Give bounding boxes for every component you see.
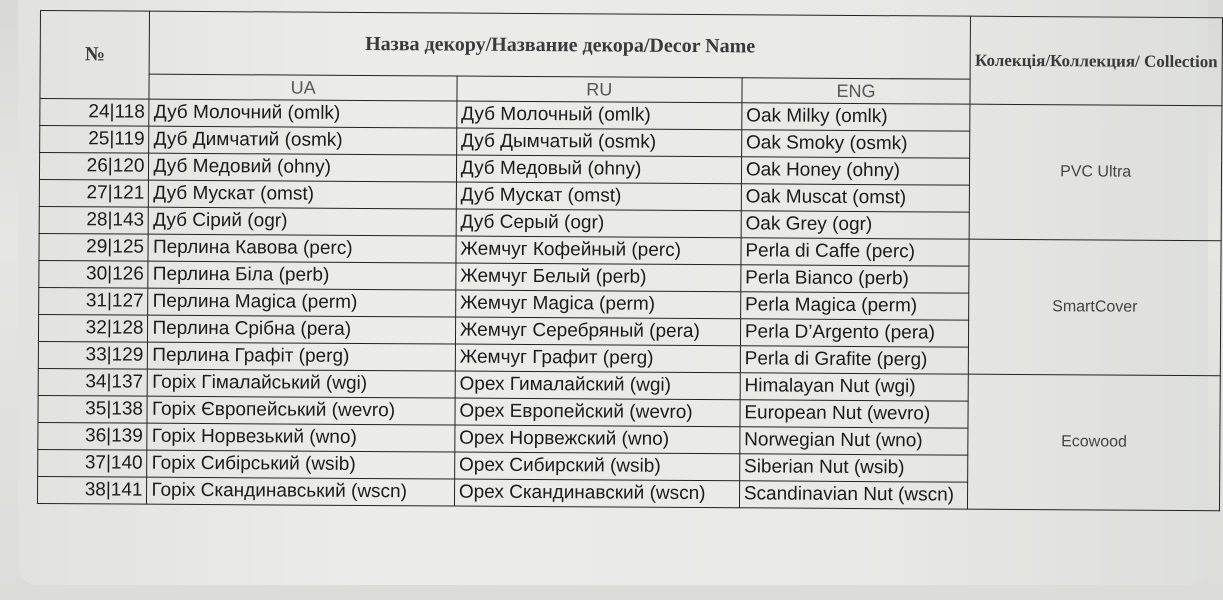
collection-header: Колекція/Коллекция/ Collection [970, 16, 1223, 106]
row-number: 38|141 [37, 476, 148, 505]
ua-name: Дуб Молочний (omlk) [149, 99, 457, 129]
eng-name: Perla di Caffe (perc) [740, 237, 970, 267]
collection-cell: SmartCover [968, 239, 1222, 376]
ua-name: Перлина Кавова (perc) [148, 234, 456, 264]
ru-name: Дуб Мускат (omst) [456, 182, 742, 211]
eng-name: Perla di Grafite (perg) [740, 345, 969, 375]
ua-name: Перлина Біла (perb) [148, 261, 456, 291]
row-number: 37|140 [37, 449, 148, 478]
eng-name: Oak Muscat (omst) [741, 183, 970, 213]
paper-sheet [18, 0, 1208, 585]
row-number: 32|128 [38, 314, 149, 343]
eng-name: Oak Grey (ogr) [740, 210, 970, 240]
ua-name: Перлина Magica (perm) [148, 288, 456, 318]
eng-name: Oak Milky (omlk) [741, 102, 971, 132]
row-number: 31|127 [38, 287, 149, 316]
row-number: 28|143 [39, 206, 149, 235]
row-number: 24|118 [39, 98, 150, 127]
ru-name: Дуб Серый (ogr) [455, 209, 742, 238]
ru-header: RU [456, 76, 742, 103]
row-number: 35|138 [37, 395, 148, 424]
row-number: 30|126 [38, 260, 149, 289]
eng-name: Himalayan Nut (wgi) [739, 372, 969, 402]
collection-cell: PVC Ultra [969, 104, 1222, 241]
row-number: 26|120 [39, 152, 150, 181]
eng-name: Oak Honey (ohny) [741, 156, 970, 186]
decor-table: № Назва декору/Название декора/Decor Nam… [37, 10, 1223, 511]
ru-name: Жемчуг Серебряный (pera) [455, 317, 741, 346]
ua-name: Перлина Срібна (pera) [147, 315, 456, 345]
row-number: 29|125 [38, 233, 149, 262]
ua-name: Дуб Димчатий (osmk) [149, 126, 457, 156]
ru-name: Жемчуг Белый (perb) [455, 263, 741, 292]
collection-cell: Ecowood [967, 374, 1221, 511]
ua-name: Горіх Європейський (wevro) [147, 396, 455, 426]
number-header: № [39, 10, 150, 100]
ua-name: Горіх Скандинавський (wscn) [146, 477, 455, 507]
ru-name: Жемчуг Magica (perm) [455, 290, 741, 319]
ua-name: Горіх Сибірський (wsib) [147, 450, 455, 480]
ru-name: Орех Скандинавский (wscn) [454, 479, 740, 508]
eng-name: Norwegian Nut (wno) [739, 426, 969, 456]
row-number: 34|137 [38, 368, 148, 397]
ru-name: Дуб Молочный (omlk) [456, 101, 742, 130]
eng-name: Scandinavian Nut (wscn) [739, 480, 968, 510]
eng-header: ENG [741, 77, 971, 105]
ua-name: Горіх Гімалайський (wgi) [147, 369, 456, 399]
ua-name: Дуб Медовий (ohny) [148, 153, 457, 183]
ru-name: Жемчуг Кофейный (perc) [455, 236, 741, 265]
eng-name: Oak Smoky (osmk) [741, 129, 971, 159]
eng-name: Perla Bianco (perb) [740, 264, 970, 294]
ru-name: Орех Гималайский (wgi) [454, 371, 741, 400]
ru-name: Дуб Дымчатый (osmk) [456, 128, 742, 157]
ru-name: Орех Норвежский (wno) [454, 425, 740, 454]
decor-name-header: Назва декору/Название декора/Decor Name [149, 11, 971, 80]
ua-name: Перлина Графіт (perg) [147, 342, 456, 372]
row-number: 33|129 [38, 341, 148, 370]
eng-name: European Nut (wevro) [739, 399, 969, 429]
eng-name: Perla Magica (perm) [740, 291, 970, 321]
eng-name: Siberian Nut (wsib) [739, 453, 969, 483]
eng-name: Perla D’Argento (pera) [740, 318, 969, 348]
row-number: 25|119 [39, 125, 150, 154]
ua-name: Дуб Мускат (omst) [148, 180, 457, 210]
ru-name: Дуб Медовый (ohny) [456, 155, 742, 184]
ru-name: Жемчуг Графит (perg) [455, 344, 741, 373]
row-number: 27|121 [39, 179, 149, 208]
ua-name: Дуб Сірий (ogr) [148, 207, 457, 237]
ua-name: Горіх Норвезький (wno) [147, 423, 455, 453]
ua-header: UA [149, 74, 457, 102]
ru-name: Орех Сибирский (wsib) [454, 452, 740, 481]
row-number: 36|139 [37, 422, 148, 451]
ru-name: Орех Европейский (wevro) [454, 398, 740, 427]
